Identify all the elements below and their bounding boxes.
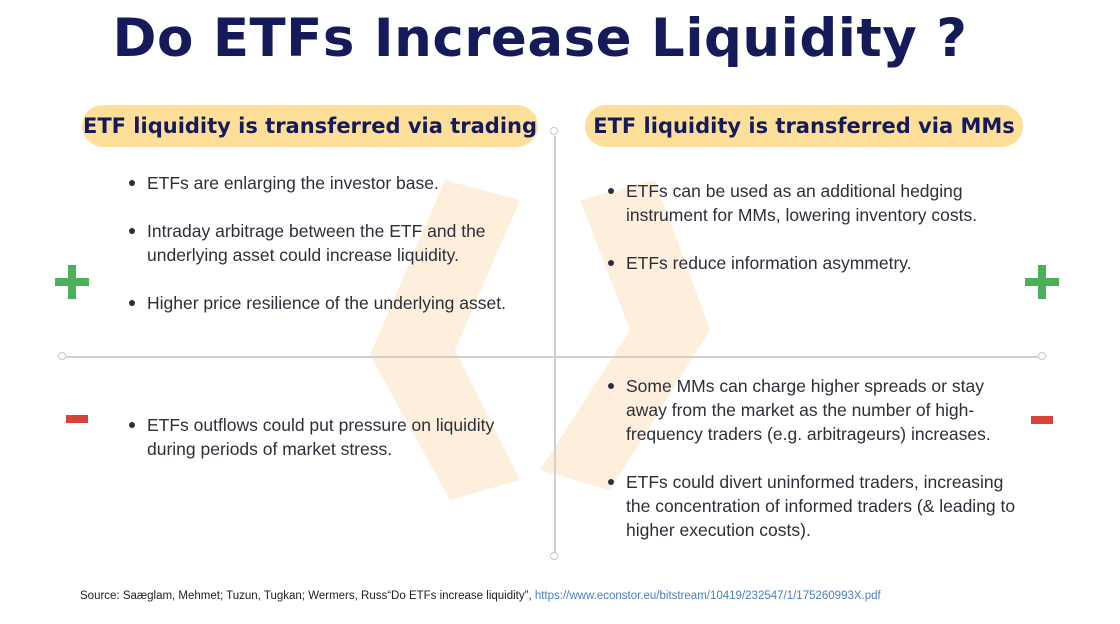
axis-endpoint-top bbox=[550, 127, 558, 135]
list-item: ETFs are enlarging the investor base. bbox=[128, 171, 528, 195]
axis-endpoint-left bbox=[58, 352, 66, 360]
list-item: ETFs can be used as an additional hedgin… bbox=[607, 179, 1007, 227]
right-column-header: ETF liquidity is transferred via MMs bbox=[585, 105, 1023, 147]
list-item: Intraday arbitrage between the ETF and t… bbox=[128, 219, 528, 267]
bottom-right-points: Some MMs can charge higher spreads or st… bbox=[607, 374, 1017, 566]
list-item: ETFs outflows could put pressure on liqu… bbox=[128, 413, 528, 461]
vertical-axis bbox=[554, 136, 556, 554]
list-item: ETFs could divert uninformed traders, in… bbox=[607, 470, 1017, 542]
plus-icon bbox=[1025, 265, 1059, 299]
page-title: Do ETFs Increase Liquidity ? bbox=[0, 8, 1080, 69]
source-citation: Source: Saæglam, Mehmet; Tuzun, Tugkan; … bbox=[80, 590, 881, 602]
list-item: ETFs reduce information asymmetry. bbox=[607, 251, 1007, 275]
left-column-header: ETF liquidity is transferred via trading bbox=[82, 105, 538, 147]
top-right-points: ETFs can be used as an additional hedgin… bbox=[607, 179, 1007, 299]
horizontal-axis bbox=[66, 356, 1040, 358]
axis-endpoint-bottom bbox=[550, 552, 558, 560]
source-link[interactable]: https://www.econstor.eu/bitstream/10419/… bbox=[535, 590, 881, 602]
axis-endpoint-right bbox=[1038, 352, 1046, 360]
list-item: Some MMs can charge higher spreads or st… bbox=[607, 374, 1017, 446]
minus-icon bbox=[1031, 416, 1053, 424]
source-text: Source: Saæglam, Mehmet; Tuzun, Tugkan; … bbox=[80, 590, 535, 602]
plus-icon bbox=[55, 265, 89, 299]
minus-icon bbox=[66, 415, 88, 423]
top-left-points: ETFs are enlarging the investor base. In… bbox=[128, 171, 528, 339]
bottom-left-points: ETFs outflows could put pressure on liqu… bbox=[128, 413, 528, 485]
list-item: Higher price resilience of the underlyin… bbox=[128, 291, 528, 315]
